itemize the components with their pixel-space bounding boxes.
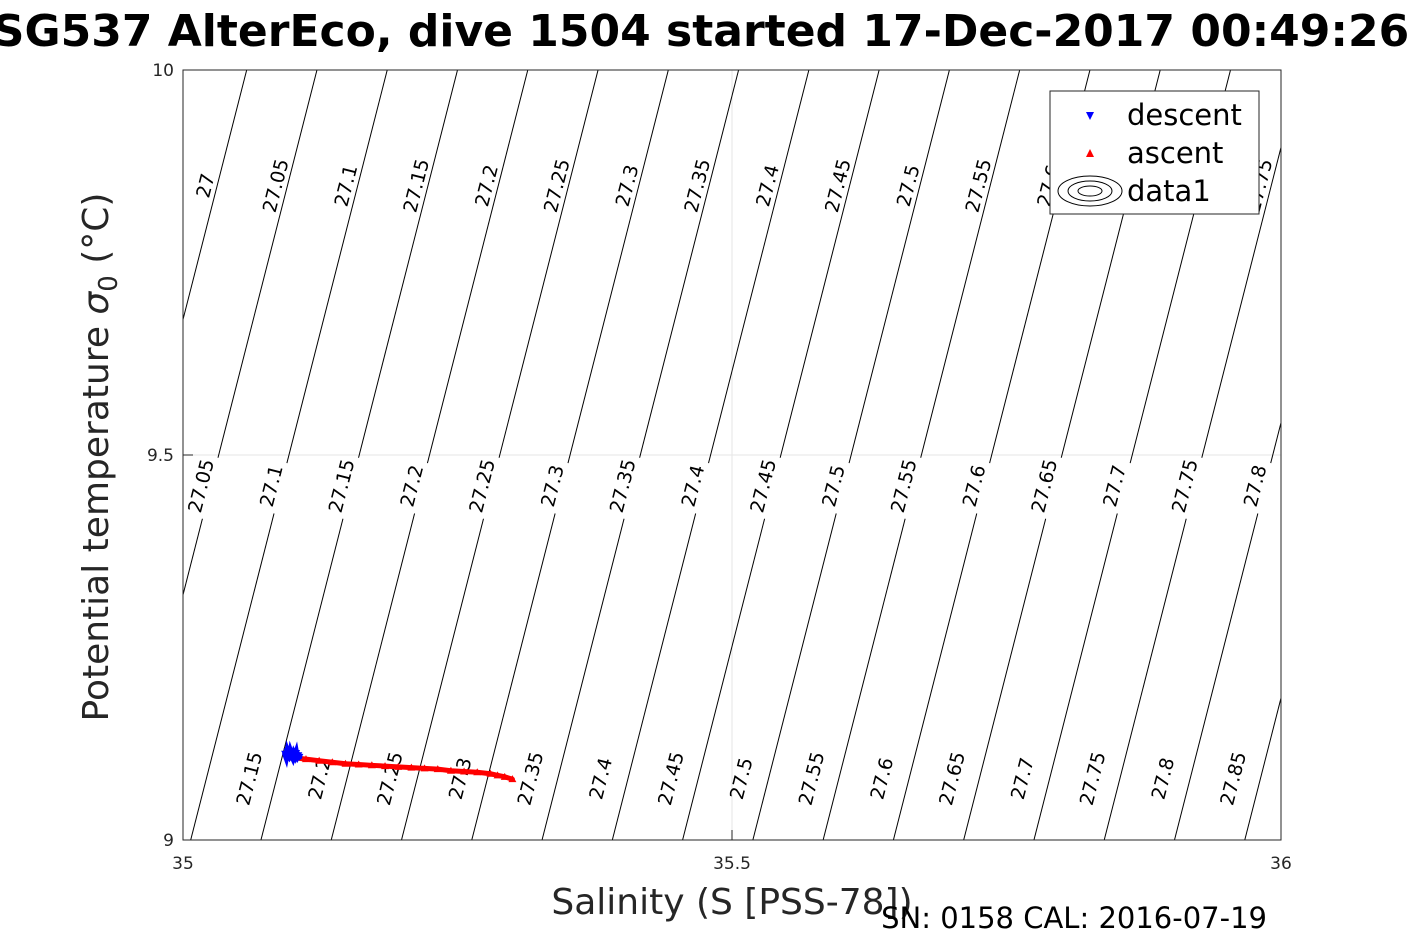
ascent-point-7 [381, 762, 390, 770]
legend: descent ascent data1 [1049, 90, 1260, 215]
isopycnal-line-17 [1174, 420, 1281, 840]
legend-ascent-label: ascent [1127, 136, 1223, 170]
x-axis-label: Salinity (S [PSS-78]) [551, 882, 912, 923]
isopycnal-line-19 [1315, 70, 1417, 840]
ascent-point-17 [500, 772, 509, 780]
y-axis-label-sigma: σ [76, 291, 117, 315]
ascent-point-6 [367, 761, 376, 769]
y-tick-label-0: 9 [163, 831, 174, 851]
ascent-point-14 [473, 768, 482, 776]
isopycnal-line-8 [541, 70, 740, 840]
isopycnal-line-6 [401, 70, 599, 840]
descent-trace [282, 740, 303, 768]
isopycnal-line-16 [1103, 145, 1281, 840]
y-axis-label-subscript: 0 [94, 275, 124, 292]
ascent-point-4 [341, 759, 350, 767]
ascent-point-12 [446, 766, 455, 774]
legend-descent-marker [1086, 112, 1094, 120]
y-axis-label: Potential temperature σ0 (°C) [76, 193, 124, 722]
y-tick-label-2: 10 [152, 61, 174, 81]
chart-title: SG537 AlterEco, dive 1504 started 17-Dec… [0, 6, 1409, 57]
isopycnal-line-1 [183, 70, 248, 322]
legend-descent-label: descent [1127, 98, 1242, 132]
calibration-footer: SN: 0158 CAL: 2016-07-19 [881, 901, 1267, 935]
isopycnal-line-9 [611, 70, 810, 840]
density-contours [183, 70, 1417, 840]
y-axis-label-unit: (°C) [76, 193, 117, 276]
ascent-point-1 [301, 755, 310, 763]
isopycnal-line-3 [190, 70, 388, 840]
axis-ticks: 35 35.5 36 9 9.5 10 [147, 61, 1292, 874]
ascent-point-5 [354, 760, 363, 768]
ascent-point-9 [407, 763, 416, 771]
y-axis-label-main: Potential temperature [76, 315, 117, 722]
ascent-point-3 [328, 758, 337, 766]
isopycnal-line-18 [1244, 696, 1281, 840]
legend-box [1049, 90, 1260, 215]
legend-data1-label: data1 [1127, 174, 1211, 208]
ascent-point-2 [315, 756, 324, 764]
legend-ascent-marker [1086, 149, 1094, 157]
x-tick-label-2: 36 [1270, 854, 1292, 874]
x-tick-label-0: 35 [172, 854, 194, 874]
isopycnal-line-5 [330, 70, 529, 840]
isopycnal-line-12 [822, 70, 1021, 840]
x-tick-label-1: 35.5 [713, 854, 751, 874]
ascent-point-16 [493, 771, 502, 779]
isopycnal-line-11 [752, 70, 950, 840]
legend-data1-contour-icon [1057, 175, 1123, 207]
ascent-point-13 [460, 767, 469, 775]
isopycnal-line-4 [260, 70, 458, 840]
isopycnal-line-2 [183, 70, 318, 597]
ascent-point-8 [394, 762, 403, 770]
ascent-point-11 [433, 765, 442, 773]
ascent-point-15 [486, 769, 495, 777]
isopycnal-line-10 [682, 70, 880, 840]
ascent-point-10 [420, 764, 429, 772]
ascent-point-18 [508, 775, 517, 783]
isopycnal-line-7 [471, 70, 669, 840]
y-tick-label-1: 9.5 [147, 446, 174, 466]
data-points [281, 740, 517, 783]
